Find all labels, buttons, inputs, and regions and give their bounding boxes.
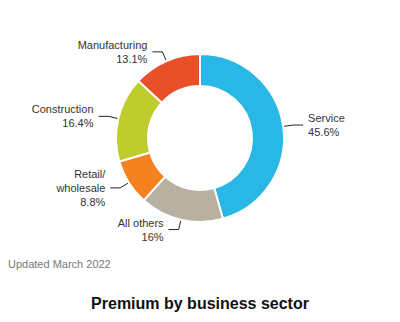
svg-text:13.1%: 13.1% <box>116 53 147 65</box>
svg-text:16%: 16% <box>142 231 164 243</box>
svg-text:16.4%: 16.4% <box>62 117 93 129</box>
svg-text:Service: Service <box>308 112 345 124</box>
svg-text:Retail/: Retail/ <box>74 168 106 180</box>
svg-text:Construction: Construction <box>32 103 94 115</box>
svg-text:45.6%: 45.6% <box>308 126 339 138</box>
svg-text:Manufacturing: Manufacturing <box>78 39 148 51</box>
svg-text:wholesale: wholesale <box>55 182 105 194</box>
svg-text:8.8%: 8.8% <box>80 196 105 208</box>
svg-text:Updated March 2022: Updated March 2022 <box>8 258 111 270</box>
svg-text:All others: All others <box>118 217 164 229</box>
svg-text:Premium by business sector: Premium by business sector <box>91 295 309 312</box>
